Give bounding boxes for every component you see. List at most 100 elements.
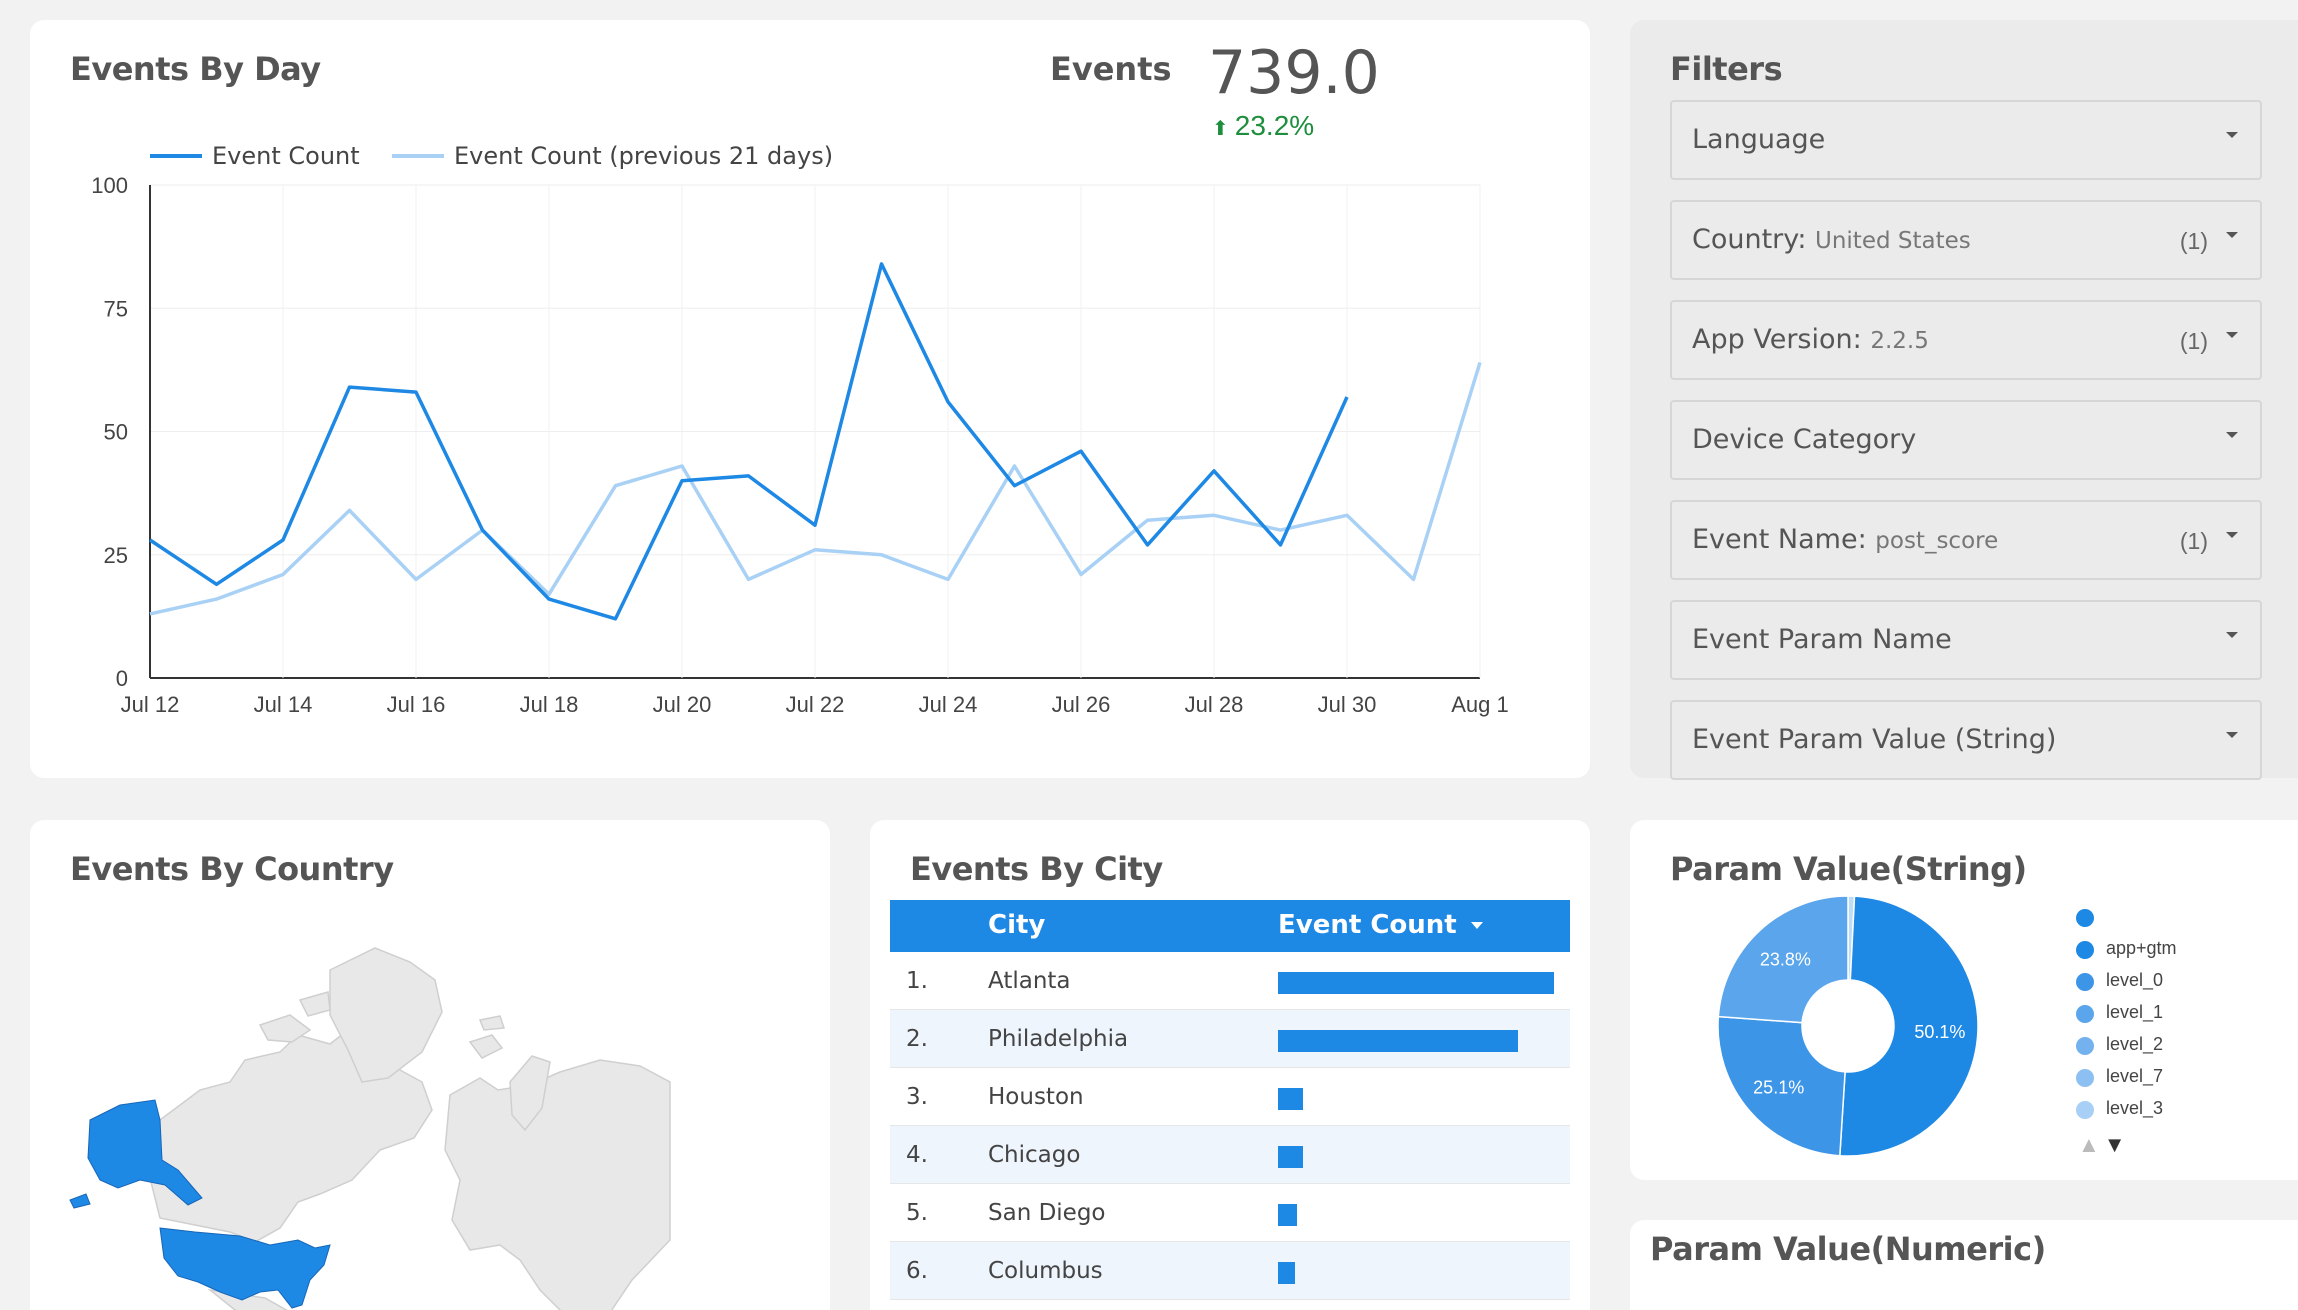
y-tick-label: 75 xyxy=(104,296,128,321)
dropdown-caret-icon xyxy=(2226,532,2238,538)
row-city: Columbus xyxy=(988,1258,1103,1284)
legend-dot xyxy=(2076,941,2094,959)
dropdown-caret-icon xyxy=(2226,732,2238,738)
x-tick-label: Jul 24 xyxy=(919,692,978,717)
filter-name: Device Category xyxy=(1692,424,1917,455)
param-value-string-title: Param Value(String) xyxy=(1670,850,2027,888)
x-tick-label: Jul 30 xyxy=(1318,692,1377,717)
world-map[interactable] xyxy=(30,820,830,1310)
table-row[interactable]: 3. Houston xyxy=(890,1068,1570,1126)
column-header-event-count[interactable]: Event Count xyxy=(1278,910,1483,940)
map-region-scandinavia xyxy=(509,1055,551,1132)
filter-dropdown[interactable]: Language xyxy=(1670,100,2262,180)
filter-count: (1) xyxy=(2179,528,2208,554)
legend-dot xyxy=(2076,1037,2094,1055)
filter-dropdown[interactable]: Event Param Name xyxy=(1670,600,2262,680)
events-line-chart: 0 25 50 75 100 Jul 12 Jul 14 Jul 16 Jul 18 Jul 20… xyxy=(91,142,1509,717)
table-row[interactable]: 4. Chicago xyxy=(890,1126,1570,1184)
row-city: Philadelphia xyxy=(988,1026,1129,1052)
donut-slice xyxy=(1839,895,1979,1157)
legend-dot xyxy=(2076,1069,2094,1087)
filter-dropdown[interactable]: Event Name: post_score (1) xyxy=(1670,500,2262,580)
table-row[interactable]: 1. Atlanta xyxy=(890,952,1570,1010)
param-value-numeric-card: Param Value(Numeric) xyxy=(1630,1220,2298,1310)
table-header: City Event Count xyxy=(890,900,1570,952)
table-row[interactable]: 5. San Diego xyxy=(890,1184,1570,1242)
legend-label: level_0 xyxy=(2106,970,2164,990)
row-event-count-bar xyxy=(1278,1262,1295,1284)
filter-dropdown[interactable]: Event Param Value (String) xyxy=(1670,700,2262,780)
table-row[interactable]: 6. Columbus xyxy=(890,1242,1570,1300)
row-rank: 2. xyxy=(906,1026,928,1052)
x-tick-label: Jul 26 xyxy=(1052,692,1111,717)
legend-pager: ▲ ▼ xyxy=(2078,1132,2126,1158)
filter-label: Country: United States xyxy=(1692,224,1971,255)
row-rank: 3. xyxy=(906,1084,928,1110)
row-city: Houston xyxy=(988,1084,1084,1110)
filters-panel: Filters Language Country: United States (1… xyxy=(1630,20,2298,780)
map-region-iceland xyxy=(468,1034,504,1059)
dropdown-caret-icon xyxy=(2226,232,2238,238)
x-tick-label: Jul 14 xyxy=(254,692,313,717)
dropdown-caret-icon xyxy=(2226,332,2238,338)
slice-label: 23.8% xyxy=(1760,950,1811,970)
legend-dot xyxy=(2076,1101,2094,1119)
arrow-up-icon: ⬆ xyxy=(1212,118,1229,140)
events-by-city-title: Events By City xyxy=(910,850,1163,888)
filter-label: Event Name: post_score xyxy=(1692,524,1999,555)
column-header-event-count-label: Event Count xyxy=(1278,910,1457,940)
dropdown-caret-icon xyxy=(2226,432,2238,438)
filter-dropdown[interactable]: Country: United States (1) xyxy=(1670,200,2262,280)
filter-dropdown[interactable]: App Version: 2.2.5 (1) xyxy=(1670,300,2262,380)
row-event-count-bar xyxy=(1278,1204,1297,1226)
legend-dot xyxy=(2076,973,2094,991)
x-tick-label: Jul 18 xyxy=(520,692,579,717)
param-value-numeric-title: Param Value(Numeric) xyxy=(1650,1230,2046,1268)
row-rank: 6. xyxy=(906,1258,928,1284)
x-tick-label: Jul 28 xyxy=(1185,692,1244,717)
series-line-1 xyxy=(149,361,1482,616)
scorecard-delta-value: 23.2% xyxy=(1234,110,1315,141)
donut-slice xyxy=(1717,895,1849,1024)
filter-name: Event Param Value (String) xyxy=(1692,724,2057,755)
filter-value: 2.2.5 xyxy=(1870,328,1929,354)
x-tick-label: Jul 16 xyxy=(387,692,446,717)
legend-label: app+gtm xyxy=(2106,938,2177,958)
filter-count: (1) xyxy=(2179,328,2208,354)
filter-label: Device Category xyxy=(1692,424,1916,455)
row-city: Atlanta xyxy=(988,968,1071,994)
map-region-eurasia xyxy=(444,1059,671,1310)
filter-dropdown[interactable]: Device Category xyxy=(1670,400,2262,480)
y-tick-label: 100 xyxy=(91,173,128,198)
legend-page-up-icon[interactable]: ▲ xyxy=(2078,1132,2100,1157)
row-event-count-bar xyxy=(1278,1088,1303,1110)
map-region-alaska xyxy=(87,1099,203,1206)
column-header-city[interactable]: City xyxy=(988,910,1046,940)
events-by-day-title: Events By Day xyxy=(70,50,321,88)
filters-title: Filters xyxy=(1670,50,1783,88)
legend-label: Event Count xyxy=(212,142,360,170)
row-event-count-bar xyxy=(1278,1146,1303,1168)
series-line-0 xyxy=(149,262,1349,621)
x-tick-label: Aug 1 xyxy=(1451,692,1509,717)
legend-label: level_2 xyxy=(2106,1034,2164,1054)
dropdown-caret-icon xyxy=(2226,632,2238,638)
map-region-canada xyxy=(147,1029,433,1243)
y-tick-label: 0 xyxy=(116,666,128,691)
legend-dot xyxy=(2076,1005,2094,1023)
row-city: San Diego xyxy=(988,1200,1106,1226)
legend-label: level_7 xyxy=(2106,1066,2164,1086)
table-row[interactable]: 2. Philadelphia xyxy=(890,1010,1570,1068)
filter-label: Event Param Value (String) xyxy=(1692,724,2056,755)
events-by-city-card: Events By City City Event Count 1. Atlant… xyxy=(870,820,1590,1310)
y-tick-label: 50 xyxy=(104,420,128,445)
slice-label: 50.1% xyxy=(1914,1022,1965,1042)
events-by-country-title: Events By Country xyxy=(70,850,394,888)
dropdown-caret-icon xyxy=(2226,132,2238,138)
legend-page-down-icon[interactable]: ▼ xyxy=(2103,1132,2126,1157)
param-value-string-card: Param Value(String) 50.1% 25.1% 23.8% app+… xyxy=(1630,820,2298,1180)
x-tick-label: Jul 12 xyxy=(121,692,180,717)
legend-label: level_1 xyxy=(2106,1002,2164,1022)
scorecard-delta: ⬆ 23.2% xyxy=(1212,110,1314,142)
y-tick-label: 25 xyxy=(104,543,128,568)
